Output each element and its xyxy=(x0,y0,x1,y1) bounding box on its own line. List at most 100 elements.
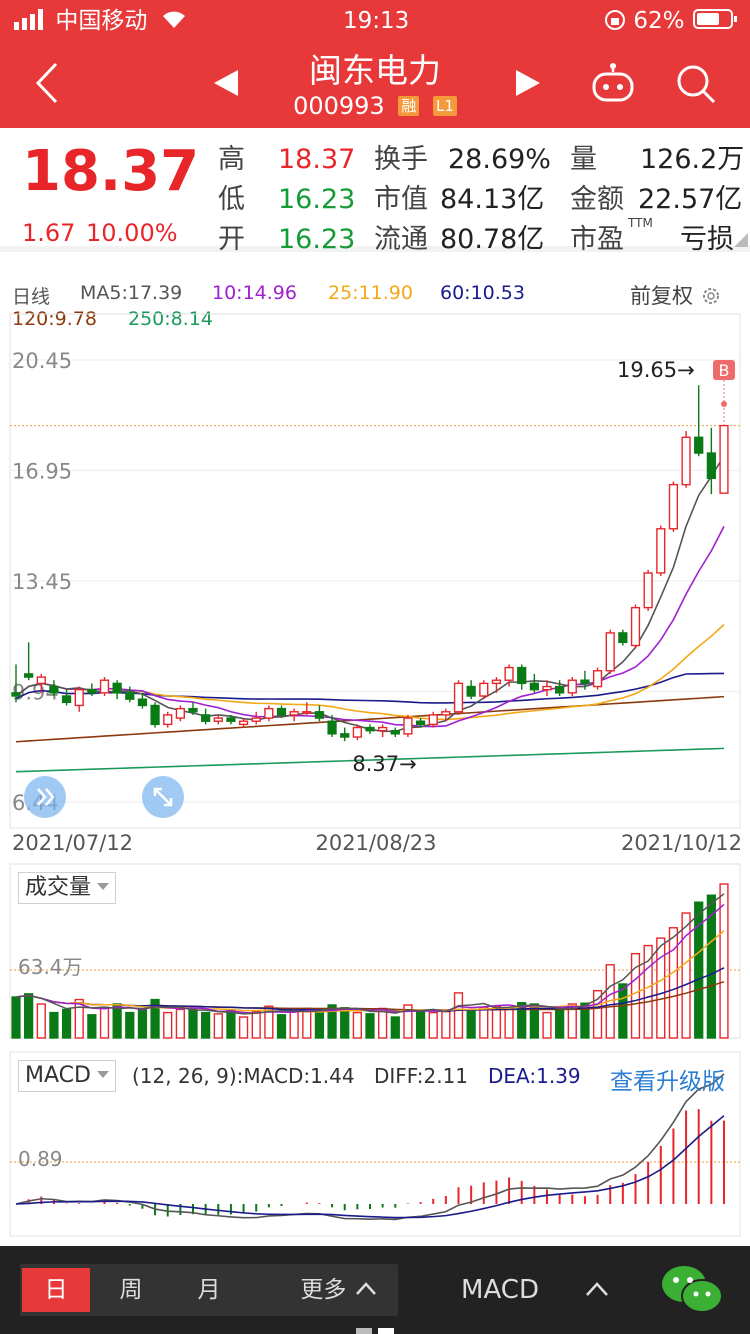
candle-body xyxy=(504,666,514,681)
mktcap-label: 市值 xyxy=(374,184,428,215)
indicator-expand-button[interactable] xyxy=(570,1268,624,1312)
volume-bar xyxy=(390,1016,400,1039)
wifi-icon xyxy=(159,8,189,38)
candle-body xyxy=(314,711,325,719)
fullscreen-button[interactable] xyxy=(142,776,184,818)
volume-bar xyxy=(403,1004,413,1039)
volume-bar xyxy=(276,1014,287,1039)
volume-bar xyxy=(441,1010,451,1039)
candle-body xyxy=(276,707,287,716)
back-button[interactable] xyxy=(30,60,64,110)
macd-diff: DIFF:2.11 xyxy=(374,1064,469,1088)
volume-bar xyxy=(618,983,628,1039)
volume-bar xyxy=(706,894,716,1039)
chart-area[interactable]: 日线 MA5:17.39 10:14.96 25:11.90 60:10.53 … xyxy=(0,252,750,1246)
battery-percent: 62% xyxy=(633,8,685,34)
double-chevron-right-icon xyxy=(37,788,55,806)
volume-bar xyxy=(378,1007,388,1039)
tab-day[interactable]: 日 xyxy=(22,1268,90,1312)
volume-bar xyxy=(352,1011,362,1039)
ma5-label: MA5:17.39 xyxy=(80,282,183,304)
volume-bar xyxy=(137,1008,148,1039)
volume-indicator-select[interactable]: 成交量 xyxy=(18,872,117,904)
macd-indicator-select[interactable]: MACD xyxy=(18,1060,116,1092)
adjust-label: 前复权 xyxy=(630,284,693,308)
volume-value: 126.2万 xyxy=(640,144,745,175)
candle-body xyxy=(125,692,135,700)
candle-body xyxy=(466,685,476,697)
ma10-label: 10:14.96 xyxy=(212,282,297,304)
volume-bar xyxy=(314,1011,325,1039)
period-label: 日线 xyxy=(12,286,51,308)
next-stock-button[interactable] xyxy=(514,68,542,102)
tab-more[interactable]: 更多 xyxy=(284,1268,394,1312)
candle-body xyxy=(289,711,299,716)
candle-body xyxy=(555,685,565,694)
candle-body xyxy=(415,720,426,726)
candle-body xyxy=(36,676,46,685)
last-price: 18.37 xyxy=(22,139,200,204)
upgrade-link[interactable]: 查看升级版 xyxy=(610,1069,725,1095)
wechat-icon xyxy=(662,1266,723,1313)
search-icon xyxy=(677,65,716,104)
ma10-line xyxy=(15,525,725,728)
app-header: 中国移动 19:13 62% 闽东电力 000993 融 L1 xyxy=(0,0,750,128)
volume-ma-line xyxy=(15,930,725,1013)
volume-bar xyxy=(163,1011,173,1039)
volume-bar xyxy=(201,1011,211,1039)
volume-bar xyxy=(289,1010,299,1039)
candle-body xyxy=(61,695,72,704)
volume-bar xyxy=(694,901,704,1039)
volume-bar xyxy=(466,1009,476,1039)
macd-frame xyxy=(9,1051,741,1237)
candle-body xyxy=(302,711,312,714)
candle-body xyxy=(24,673,34,678)
candle-body xyxy=(592,670,603,688)
quote-panel: 18.37 1.67 10.00% 高 18.37 低 16.23 开 16.2… xyxy=(0,128,750,255)
candle-body xyxy=(213,717,223,722)
candle-body xyxy=(567,679,577,694)
tab-more-label: 更多 xyxy=(300,1277,347,1303)
candle-body xyxy=(529,682,539,691)
volume-bar xyxy=(175,1008,185,1039)
volume-bar xyxy=(542,1011,552,1039)
macd-selector-label: MACD xyxy=(25,1063,91,1088)
volume-bar xyxy=(555,1008,565,1039)
search-button[interactable] xyxy=(674,62,718,110)
candle-body xyxy=(378,726,388,732)
volume-bar xyxy=(428,1011,438,1039)
volume-bar xyxy=(61,1008,72,1039)
carrier-name: 中国移动 xyxy=(55,8,148,34)
indicator-select[interactable]: MACD xyxy=(461,1275,539,1305)
candle-body xyxy=(11,692,21,697)
robot-assistant-button[interactable] xyxy=(590,62,636,108)
volume-bar xyxy=(592,989,603,1039)
tab-month[interactable]: 月 xyxy=(197,1277,221,1303)
stock-name: 闽东电力 xyxy=(309,51,441,90)
volume-bar xyxy=(36,1003,46,1039)
volume-bar xyxy=(415,1009,426,1039)
volume-bar xyxy=(188,1007,198,1039)
candle-body xyxy=(49,685,59,694)
tab-week[interactable]: 周 xyxy=(119,1277,143,1303)
prev-stock-button[interactable] xyxy=(212,68,240,102)
adjust-button[interactable]: 前复权 xyxy=(630,280,722,310)
volume-bar xyxy=(87,1014,97,1039)
wechat-share-button[interactable] xyxy=(660,1262,724,1322)
expand-corner-icon[interactable] xyxy=(734,232,748,251)
x-axis-label: 2021/08/23 xyxy=(315,831,436,855)
candle-body xyxy=(340,733,350,738)
candle-body xyxy=(251,717,261,722)
collapse-chart-button[interactable] xyxy=(24,776,66,818)
chart-canvas: 20.4516.9513.459.946.4419.65→8.37→B2021/… xyxy=(9,313,742,1237)
turnover-value: 28.69% xyxy=(448,144,551,175)
buy-marker-label: B xyxy=(719,361,730,380)
volume-label: 量 xyxy=(570,144,597,175)
volume-axis-label: 63.4万 xyxy=(18,955,83,979)
amount-value: 22.57亿 xyxy=(638,184,743,215)
y-axis-label: 13.45 xyxy=(12,570,72,594)
amount-label: 金额 xyxy=(570,184,624,215)
volume-selector-label: 成交量 xyxy=(25,875,92,900)
status-time: 19:13 xyxy=(343,8,410,34)
